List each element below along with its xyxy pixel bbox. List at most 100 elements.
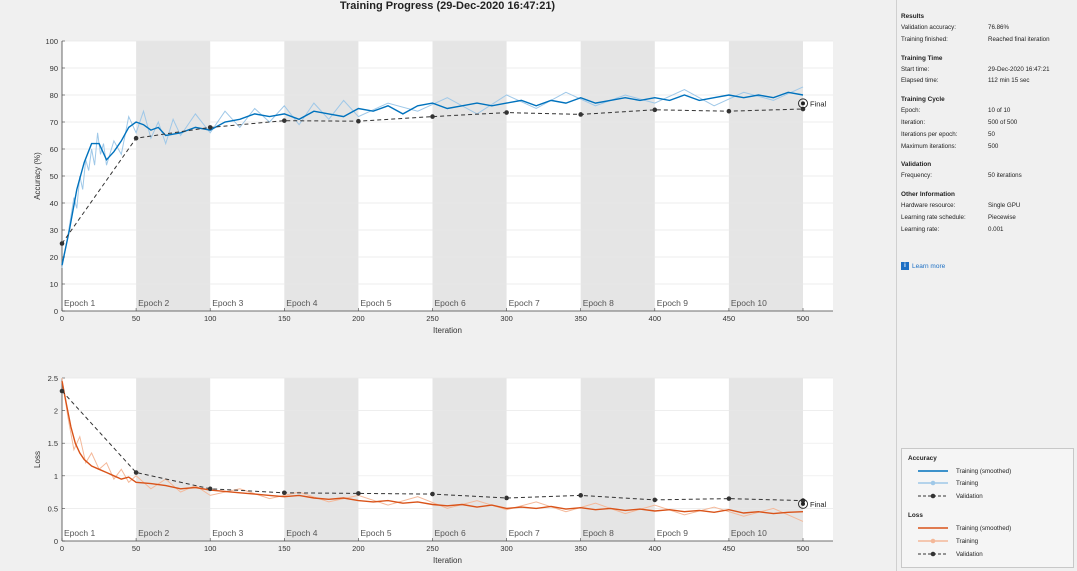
epoch-label: Epoch 9: [657, 298, 688, 308]
validation-point: [356, 491, 361, 496]
y-tick-label: 0: [54, 537, 58, 546]
legend-label: Training: [956, 537, 979, 545]
epoch-label: Epoch 8: [583, 528, 614, 538]
x-tick-label: 400: [649, 544, 662, 553]
x-tick-label: 250: [426, 544, 439, 553]
info-row: Epoch: 10 of 10: [901, 105, 1074, 117]
info-value: Piecewise: [988, 213, 1016, 221]
epoch-label: Epoch 10: [731, 528, 767, 538]
validation-point: [504, 495, 509, 501]
x-tick-label: 300: [500, 544, 513, 553]
info-label: Learning rate:: [901, 225, 940, 233]
info-label: Hardware resource:: [901, 202, 956, 210]
info-row: Learning rate schedule: Piecewise: [901, 212, 1074, 224]
legend-label: Training: [956, 479, 979, 487]
x-tick-label: 500: [797, 544, 810, 553]
info-value: 500: [988, 142, 999, 150]
final-marker-ring: [798, 98, 808, 109]
y-tick-label: 1: [54, 472, 58, 481]
epoch-shade: [284, 378, 359, 541]
learn-more-label: Learn more: [912, 262, 946, 270]
epoch-shade: [136, 378, 211, 541]
x-axis-label: Iteration: [433, 326, 462, 335]
info-section: Validation Frequency: 50 iterations: [901, 161, 1074, 182]
x-tick-label: 350: [574, 314, 587, 323]
info-row: Training finished: Reached final iteratio…: [901, 34, 1074, 46]
validation-point: [504, 110, 509, 115]
info-value: 29-Dec-2020 16:47:21: [988, 65, 1050, 73]
x-tick-label: 500: [797, 314, 810, 323]
epoch-label: Epoch 1: [64, 298, 95, 308]
info-row: Iteration: 500 of 500: [901, 117, 1074, 129]
info-label: Iteration:: [901, 118, 926, 126]
validation-point: [726, 108, 732, 114]
epoch-label: Epoch 4: [286, 528, 317, 538]
learn-more-link[interactable]: i Learn more: [901, 262, 945, 270]
y-tick-label: 0.5: [48, 504, 58, 513]
final-marker-ring: [798, 498, 808, 509]
y-tick-label: 50: [50, 172, 58, 181]
loss-smoothed-line: [61, 381, 804, 515]
epoch-label: Epoch 9: [657, 528, 688, 538]
y-tick-label: 80: [50, 91, 58, 100]
legend-loss-title: Loss: [908, 512, 923, 519]
y-tick-label: 0: [54, 307, 58, 316]
validation-point: [59, 388, 65, 394]
epoch-label: Epoch 10: [731, 298, 767, 308]
validation-point: [133, 135, 139, 141]
info-label: Iterations per epoch:: [901, 130, 958, 138]
info-row: Frequency: 50 iterations: [901, 170, 1074, 182]
epoch-label: Epoch 1: [64, 528, 95, 538]
validation-point: [282, 118, 287, 123]
section-title: Other Information: [901, 191, 955, 199]
epoch-shade: [580, 378, 655, 541]
y-tick-label: 2: [54, 407, 58, 416]
info-row: Validation accuracy: 76.86%: [901, 22, 1074, 34]
epoch-label: Epoch 8: [583, 298, 614, 308]
validation-point: [430, 491, 435, 497]
epoch-label: Epoch 6: [435, 298, 466, 308]
legend-label: Validation: [956, 550, 983, 558]
x-tick-label: 0: [60, 314, 64, 323]
legend-loss-validation: Validation: [918, 549, 983, 559]
y-tick-label: 90: [50, 64, 58, 73]
epoch-label: Epoch 3: [212, 528, 243, 538]
chart-title: Training Progress (29-Dec-2020 16:47:21): [339, 0, 556, 12]
info-value: 112 min 15 sec: [988, 77, 1030, 85]
info-value: Single GPU: [988, 202, 1021, 210]
validation-point: [207, 486, 213, 492]
info-label: Elapsed time:: [901, 77, 939, 85]
y-tick-label: 60: [50, 145, 58, 154]
info-row: Learning rate: 0.001: [901, 224, 1074, 236]
accuracy-smoothed-line: [61, 91, 804, 266]
info-row: Maximum iterations: 500: [901, 141, 1074, 153]
y-tick-label: 40: [50, 199, 58, 208]
y-tick-label: 10: [50, 280, 58, 289]
x-tick-label: 450: [723, 544, 736, 553]
validation-point: [578, 112, 583, 117]
x-tick-label: 350: [574, 544, 587, 553]
section-title: Training Cycle: [901, 96, 945, 104]
y-tick-label: 2.5: [48, 374, 58, 383]
info-value: 76.86%: [988, 24, 1009, 31]
info-label: Training finished:: [901, 35, 948, 43]
epoch-label: Epoch 2: [138, 298, 169, 308]
validation-point: [652, 107, 658, 113]
info-value: 0.001: [988, 225, 1004, 233]
info-value: 500 of 500: [988, 118, 1018, 126]
info-section: Results Validation accuracy: 76.86% Trainin…: [901, 13, 1074, 46]
info-section: Other Information Hardware resource: Singl…: [901, 191, 1074, 235]
epoch-shade: [728, 378, 803, 541]
final-label: Final: [810, 99, 827, 108]
x-tick-label: 50: [132, 544, 140, 553]
x-tick-label: 400: [649, 314, 662, 323]
x-tick-label: 450: [723, 314, 736, 323]
info-value: Reached final iteration: [988, 35, 1050, 43]
epoch-label: Epoch 7: [509, 298, 540, 308]
validation-point: [726, 496, 732, 501]
x-tick-label: 50: [132, 314, 140, 323]
validation-point: [652, 497, 658, 503]
info-panel: Results Validation accuracy: 76.86% Trainin…: [896, 0, 1077, 571]
section-title: Validation: [901, 161, 932, 169]
x-tick-label: 150: [278, 544, 291, 553]
